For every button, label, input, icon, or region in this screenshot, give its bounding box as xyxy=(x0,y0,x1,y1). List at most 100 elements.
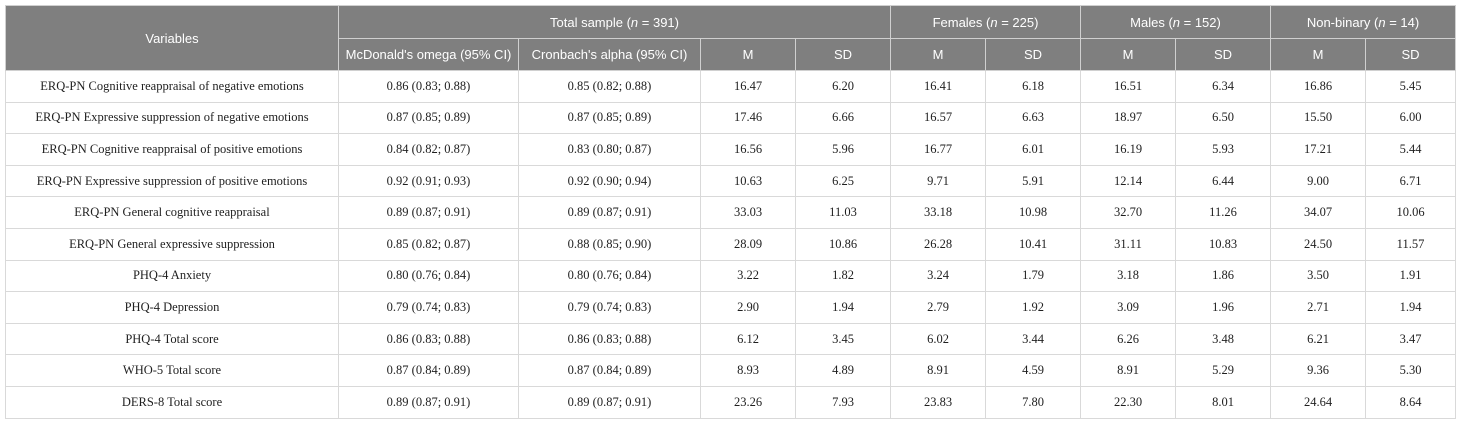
group-n-label: n xyxy=(990,14,998,30)
table-cell: 5.44 xyxy=(1365,133,1457,166)
row-variable-name: ERQ-PN General expressive suppression xyxy=(5,227,339,261)
table-cell: 10.06 xyxy=(1365,196,1457,229)
header-mean: M xyxy=(700,38,796,71)
table-cell: 1.86 xyxy=(1174,259,1272,293)
table-cell: 8.01 xyxy=(1174,385,1272,419)
table-cell: 10.98 xyxy=(985,196,1081,229)
table-cell: 1.92 xyxy=(985,291,1081,324)
table-cell: 16.86 xyxy=(1270,70,1367,103)
table-cell: 33.18 xyxy=(890,196,986,229)
row-variable-name: PHQ-4 Anxiety xyxy=(5,259,339,293)
table-cell: 23.26 xyxy=(700,385,796,419)
row-variable-name: PHQ-4 Total score xyxy=(5,322,339,356)
header-sd: SD xyxy=(795,38,891,71)
header-row-stats: McDonald's omega (95% CI) Cronbach's alp… xyxy=(6,38,1457,71)
table-cell: 24.64 xyxy=(1270,385,1367,419)
table-cell: 6.21 xyxy=(1270,322,1367,356)
table-row: ERQ-PN Expressive suppression of negativ… xyxy=(5,101,1457,135)
table-cell: 0.85 (0.82; 0.87) xyxy=(338,227,519,261)
table-cell: 7.93 xyxy=(795,385,891,419)
table-cell: 0.79 (0.74; 0.83) xyxy=(518,291,701,324)
header-variables: Variables xyxy=(5,5,339,71)
table-cell: 3.47 xyxy=(1365,322,1457,356)
row-variable-name: PHQ-4 Depression xyxy=(5,291,339,324)
row-variable-name: ERQ-PN Cognitive reappraisal of negative… xyxy=(5,70,339,103)
table-cell: 1.94 xyxy=(795,291,891,324)
group-label: Total sample ( xyxy=(550,14,631,30)
table-body: ERQ-PN Cognitive reappraisal of negative… xyxy=(5,70,1457,419)
table-cell: 0.85 (0.82; 0.88) xyxy=(518,70,701,103)
table-cell: 0.79 (0.74; 0.83) xyxy=(338,291,519,324)
group-n-label: n xyxy=(1378,14,1386,30)
table-cell: 18.97 xyxy=(1080,101,1176,135)
table-cell: 0.86 (0.83; 0.88) xyxy=(338,322,519,356)
row-variable-name: ERQ-PN Expressive suppression of negativ… xyxy=(5,101,339,135)
table-row: ERQ-PN Cognitive reappraisal of negative… xyxy=(5,70,1457,103)
table-cell: 33.03 xyxy=(700,196,796,229)
table-cell: 6.12 xyxy=(700,322,796,356)
table-cell: 4.59 xyxy=(985,354,1081,387)
group-n-value: = 391) xyxy=(638,14,679,30)
table-cell: 0.89 (0.87; 0.91) xyxy=(338,196,519,229)
table-cell: 17.46 xyxy=(700,101,796,135)
table-row: PHQ-4 Anxiety 0.80 (0.76; 0.84) 0.80 (0.76… xyxy=(5,259,1457,293)
data-table: Variables Total sample (n = 391) Females… xyxy=(5,5,1457,419)
table-cell: 0.86 (0.83; 0.88) xyxy=(518,322,701,356)
table-cell: 10.86 xyxy=(795,227,891,261)
table-cell: 0.92 (0.90; 0.94) xyxy=(518,164,701,198)
group-label: Males ( xyxy=(1130,14,1173,30)
table-cell: 11.03 xyxy=(795,196,891,229)
table-cell: 16.19 xyxy=(1080,133,1176,166)
table-cell: 2.90 xyxy=(700,291,796,324)
table-cell: 10.83 xyxy=(1174,227,1272,261)
table-row: ERQ-PN Expressive suppression of positiv… xyxy=(5,164,1457,198)
table-cell: 6.25 xyxy=(795,164,891,198)
table-cell: 9.36 xyxy=(1270,354,1367,387)
table-cell: 16.41 xyxy=(890,70,986,103)
table-cell: 31.11 xyxy=(1080,227,1176,261)
table-cell: 22.30 xyxy=(1080,385,1176,419)
table-cell: 6.44 xyxy=(1174,164,1272,198)
table-cell: 11.57 xyxy=(1365,227,1457,261)
table-cell: 1.94 xyxy=(1365,291,1457,324)
table-row: ERQ-PN Cognitive reappraisal of positive… xyxy=(5,133,1457,166)
group-n-label: n xyxy=(1172,14,1181,30)
header-mean: M xyxy=(1270,38,1367,71)
table-cell: 26.28 xyxy=(890,227,986,261)
table-cell: 9.00 xyxy=(1270,164,1367,198)
table-cell: 34.07 xyxy=(1270,196,1367,229)
table-cell: 6.01 xyxy=(985,133,1081,166)
table-cell: 1.96 xyxy=(1174,291,1272,324)
table-cell: 5.29 xyxy=(1174,354,1272,387)
table-cell: 0.92 (0.91; 0.93) xyxy=(338,164,519,198)
table-cell: 5.91 xyxy=(985,164,1081,198)
header-mean: M xyxy=(1080,38,1176,71)
header-sd: SD xyxy=(985,38,1081,71)
table-row: PHQ-4 Total score 0.86 (0.83; 0.88) 0.86 (… xyxy=(5,322,1457,356)
table-cell: 6.71 xyxy=(1365,164,1457,198)
table-cell: 0.80 (0.76; 0.84) xyxy=(518,259,701,293)
group-n-label: n xyxy=(630,14,639,30)
table-row: ERQ-PN General expressive suppression 0.8… xyxy=(5,227,1457,261)
table-cell: 4.89 xyxy=(795,354,891,387)
table-cell: 16.47 xyxy=(700,70,796,103)
table-cell: 32.70 xyxy=(1080,196,1176,229)
table-cell: 5.45 xyxy=(1365,70,1457,103)
table-cell: 3.50 xyxy=(1270,259,1367,293)
row-variable-name: ERQ-PN Expressive suppression of positiv… xyxy=(5,164,339,198)
group-n-value: = 14) xyxy=(1385,14,1420,30)
table-cell: 6.63 xyxy=(985,101,1081,135)
group-n-value: = 225) xyxy=(997,14,1039,30)
group-label: Females ( xyxy=(932,14,991,30)
table-cell: 6.20 xyxy=(795,70,891,103)
row-variable-name: ERQ-PN General cognitive reappraisal xyxy=(5,196,339,229)
table-row: PHQ-4 Depression 0.79 (0.74; 0.83) 0.79 (0… xyxy=(5,291,1457,324)
table-cell: 6.00 xyxy=(1365,101,1457,135)
row-variable-name: ERQ-PN Cognitive reappraisal of positive… xyxy=(5,133,339,166)
table-cell: 0.86 (0.83; 0.88) xyxy=(338,70,519,103)
table-cell: 2.71 xyxy=(1270,291,1367,324)
table-cell: 2.79 xyxy=(890,291,986,324)
table-cell: 28.09 xyxy=(700,227,796,261)
header-sd: SD xyxy=(1174,38,1272,71)
